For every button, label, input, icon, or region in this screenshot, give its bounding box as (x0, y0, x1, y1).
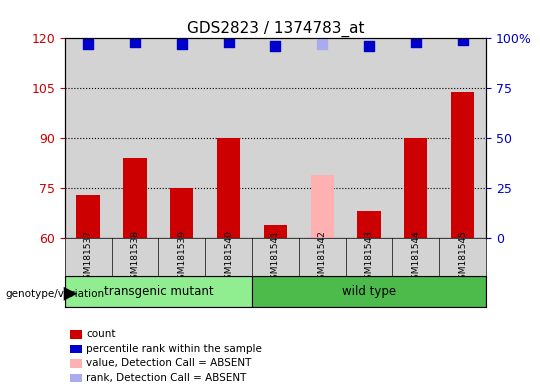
Bar (264, 225, 287, 238)
Point (271, 43, 280, 50)
Bar (65, 276, 252, 307)
Text: wild type: wild type (342, 285, 396, 298)
Point (364, 43, 373, 50)
Polygon shape (64, 287, 77, 301)
Bar (77, 195, 100, 238)
Text: rank, Detection Call = ABSENT: rank, Detection Call = ABSENT (86, 373, 247, 383)
Point (318, 41, 327, 48)
Text: GSM181542: GSM181542 (318, 230, 327, 285)
Point (411, 39, 420, 45)
Bar (310, 175, 334, 238)
Bar (404, 138, 428, 238)
Bar (170, 188, 193, 238)
Text: value, Detection Call = ABSENT: value, Detection Call = ABSENT (86, 358, 252, 368)
Bar (123, 158, 147, 238)
Point (131, 39, 139, 45)
Text: GSM181538: GSM181538 (131, 230, 139, 285)
Bar (451, 92, 474, 238)
Bar (357, 212, 381, 238)
Point (84, 41, 92, 48)
Text: GSM181544: GSM181544 (411, 230, 420, 285)
Text: GSM181541: GSM181541 (271, 230, 280, 285)
Text: GSM181543: GSM181543 (364, 230, 374, 285)
Text: genotype/variation: genotype/variation (5, 289, 105, 299)
Point (178, 41, 186, 48)
Text: transgenic mutant: transgenic mutant (104, 285, 213, 298)
Text: count: count (86, 329, 116, 339)
Text: GSM181545: GSM181545 (458, 230, 467, 285)
Text: GSM181539: GSM181539 (177, 230, 186, 285)
Text: percentile rank within the sample: percentile rank within the sample (86, 344, 262, 354)
Bar (252, 276, 486, 307)
Point (458, 37, 467, 43)
Text: GSM181537: GSM181537 (84, 230, 93, 285)
Text: GSM181540: GSM181540 (224, 230, 233, 285)
Title: GDS2823 / 1374783_at: GDS2823 / 1374783_at (187, 21, 364, 37)
Point (224, 39, 233, 45)
Bar (217, 138, 240, 238)
